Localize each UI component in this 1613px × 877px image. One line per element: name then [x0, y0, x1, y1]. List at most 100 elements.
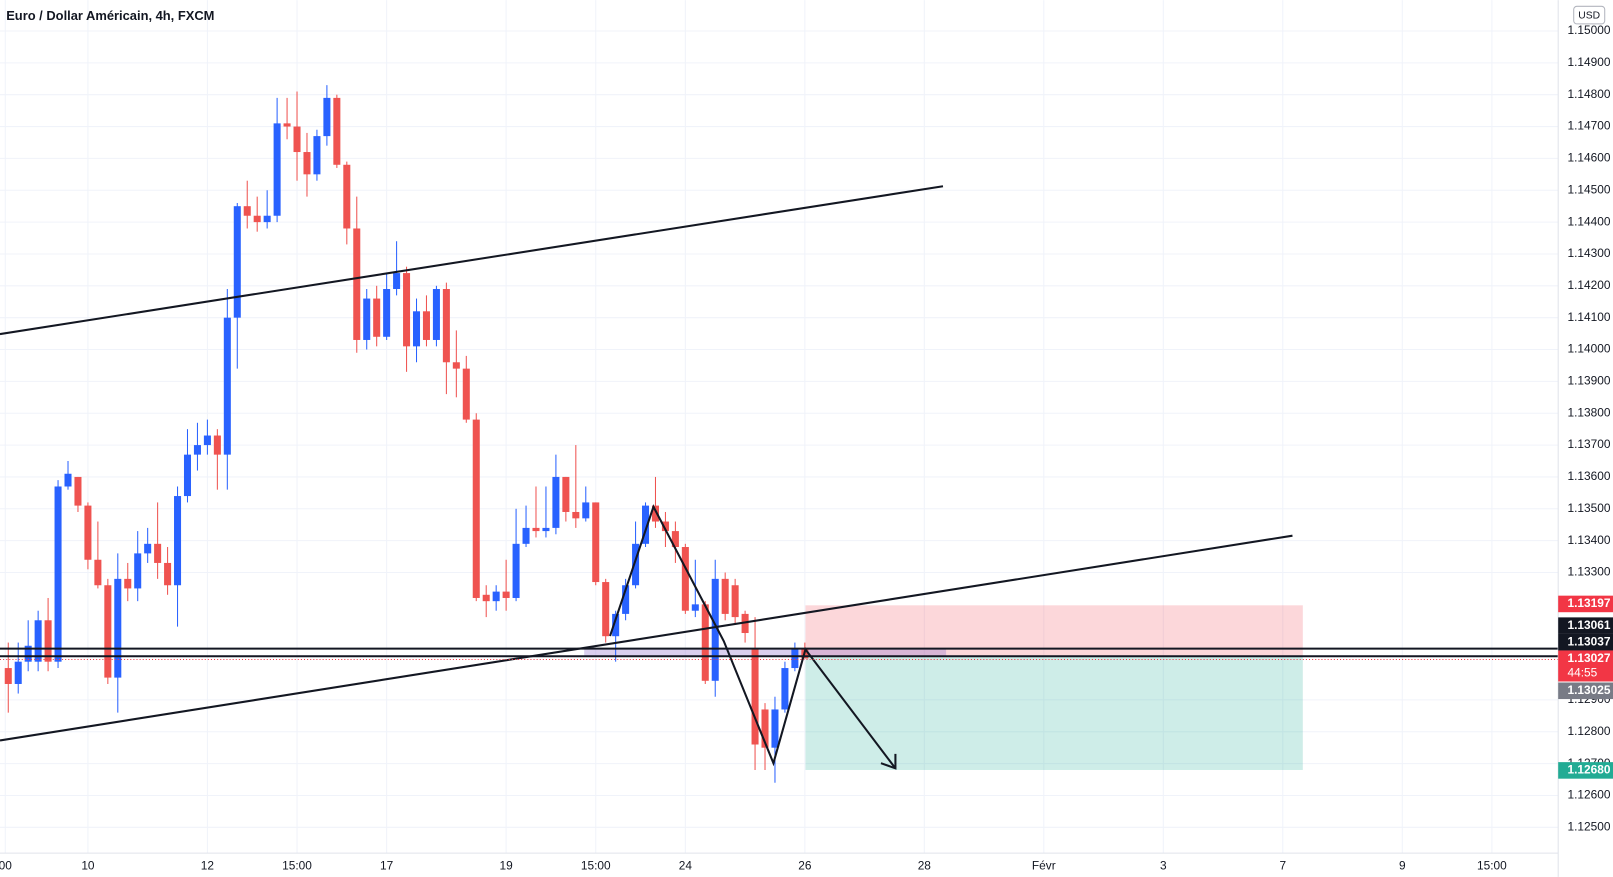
range-zone	[584, 648, 947, 657]
candle-body	[671, 531, 679, 548]
x-tick-label: 9	[1399, 859, 1406, 873]
candle-body	[104, 585, 112, 678]
candle-body	[661, 521, 669, 532]
y-tick-label: 1.14500	[1568, 182, 1611, 196]
candle-body	[223, 317, 231, 455]
candle-body	[791, 648, 799, 669]
y-tick-label: 1.14000	[1568, 342, 1611, 356]
chart-title: Euro / Dollar Américain, 4h, FXCM	[6, 8, 214, 23]
candle-body	[731, 585, 739, 618]
price-tag-label: 1.13197	[1568, 596, 1611, 610]
price-tag-label: 1.13027	[1568, 651, 1611, 665]
price-tag-label: 1.13025	[1568, 683, 1611, 697]
candle-body	[144, 543, 152, 554]
y-tick-label: 1.12600	[1568, 788, 1611, 802]
y-tick-label: 1.14700	[1568, 119, 1611, 133]
candle-body	[263, 215, 271, 223]
y-tick-label: 1.15000	[1568, 23, 1611, 37]
y-tick-label: 1.14300	[1568, 246, 1611, 260]
candle-body	[472, 419, 480, 598]
countdown: 44:55	[1568, 665, 1598, 679]
candle-body	[622, 585, 630, 614]
candle-body	[403, 273, 411, 347]
x-tick-label: 15:00	[1477, 859, 1507, 873]
candle-body	[711, 578, 719, 681]
candle-body	[651, 505, 659, 522]
arrow-head	[880, 753, 897, 770]
candle-body	[522, 527, 530, 544]
candle-body	[632, 543, 640, 586]
candle-body	[233, 206, 241, 318]
candle-body	[492, 591, 500, 602]
candle-body	[512, 543, 520, 598]
candle-body	[283, 123, 291, 127]
y-tick-label: 1.14900	[1568, 55, 1611, 69]
y-tick-label: 1.13300	[1568, 565, 1611, 579]
candle-body	[383, 289, 391, 337]
price-tag	[1558, 617, 1613, 634]
candle-body	[44, 620, 52, 662]
candle-body	[183, 454, 192, 497]
position-zones	[584, 605, 1303, 770]
trend-line	[0, 534, 1293, 742]
y-tick-label: 1.14400	[1568, 214, 1611, 228]
x-tick-label: 15:00	[581, 859, 611, 873]
y-tick-label: 1.12800	[1568, 724, 1611, 738]
y-tick-label: 1.14800	[1568, 87, 1611, 101]
y-tick-label: 1.12500	[1568, 819, 1611, 833]
candle-body	[363, 298, 371, 340]
candle-body	[681, 547, 689, 611]
candle-body	[721, 578, 729, 614]
drawings	[0, 185, 1559, 770]
candle-body	[313, 136, 321, 175]
candle-body	[64, 473, 72, 487]
candle-body	[253, 215, 261, 223]
x-tick-label: 7	[1279, 859, 1286, 873]
candle-body	[34, 620, 42, 662]
candle-body	[164, 562, 172, 586]
y-tick-label: 1.13500	[1568, 501, 1611, 515]
target-zone	[805, 656, 1303, 770]
candle-body	[213, 435, 221, 455]
candle-body	[243, 206, 251, 216]
candle-body	[562, 476, 570, 512]
candle-body	[74, 476, 82, 506]
price-tag-label: 1.12680	[1568, 763, 1611, 777]
x-tick-label: 19	[500, 859, 514, 873]
price-tag	[1558, 633, 1613, 651]
candle-body	[412, 311, 421, 347]
candle-body	[84, 505, 92, 560]
candle-body	[193, 445, 201, 455]
candle-body	[323, 97, 331, 137]
price-tag	[1558, 650, 1613, 682]
candle-body	[353, 228, 361, 340]
x-tick-label: 26	[798, 859, 812, 873]
candle-body	[771, 709, 779, 748]
y-tick-label: 1.14600	[1568, 151, 1611, 165]
y-tick-label: 1.13800	[1568, 405, 1611, 419]
price-tag	[1558, 762, 1613, 779]
candle-body	[751, 648, 759, 745]
candle-body	[422, 311, 430, 340]
candle-body	[303, 152, 311, 175]
candle-body	[4, 668, 12, 684]
candle-body	[602, 582, 610, 637]
candle-body	[54, 486, 62, 662]
candle-body	[572, 511, 580, 519]
trend-line	[0, 185, 944, 336]
candle-body	[273, 123, 281, 216]
candle-body	[552, 476, 560, 528]
currency-label[interactable]: USD	[1578, 10, 1600, 21]
price-tag-label: 1.13061	[1568, 618, 1611, 632]
x-tick-label: 10	[81, 859, 95, 873]
x-tick-label: 17	[380, 859, 393, 873]
currency-box[interactable]	[1573, 5, 1606, 25]
candle-body	[482, 594, 490, 602]
candle-body	[14, 661, 22, 684]
candle-body	[502, 591, 510, 598]
candle-body	[24, 645, 32, 662]
candles	[4, 85, 809, 783]
